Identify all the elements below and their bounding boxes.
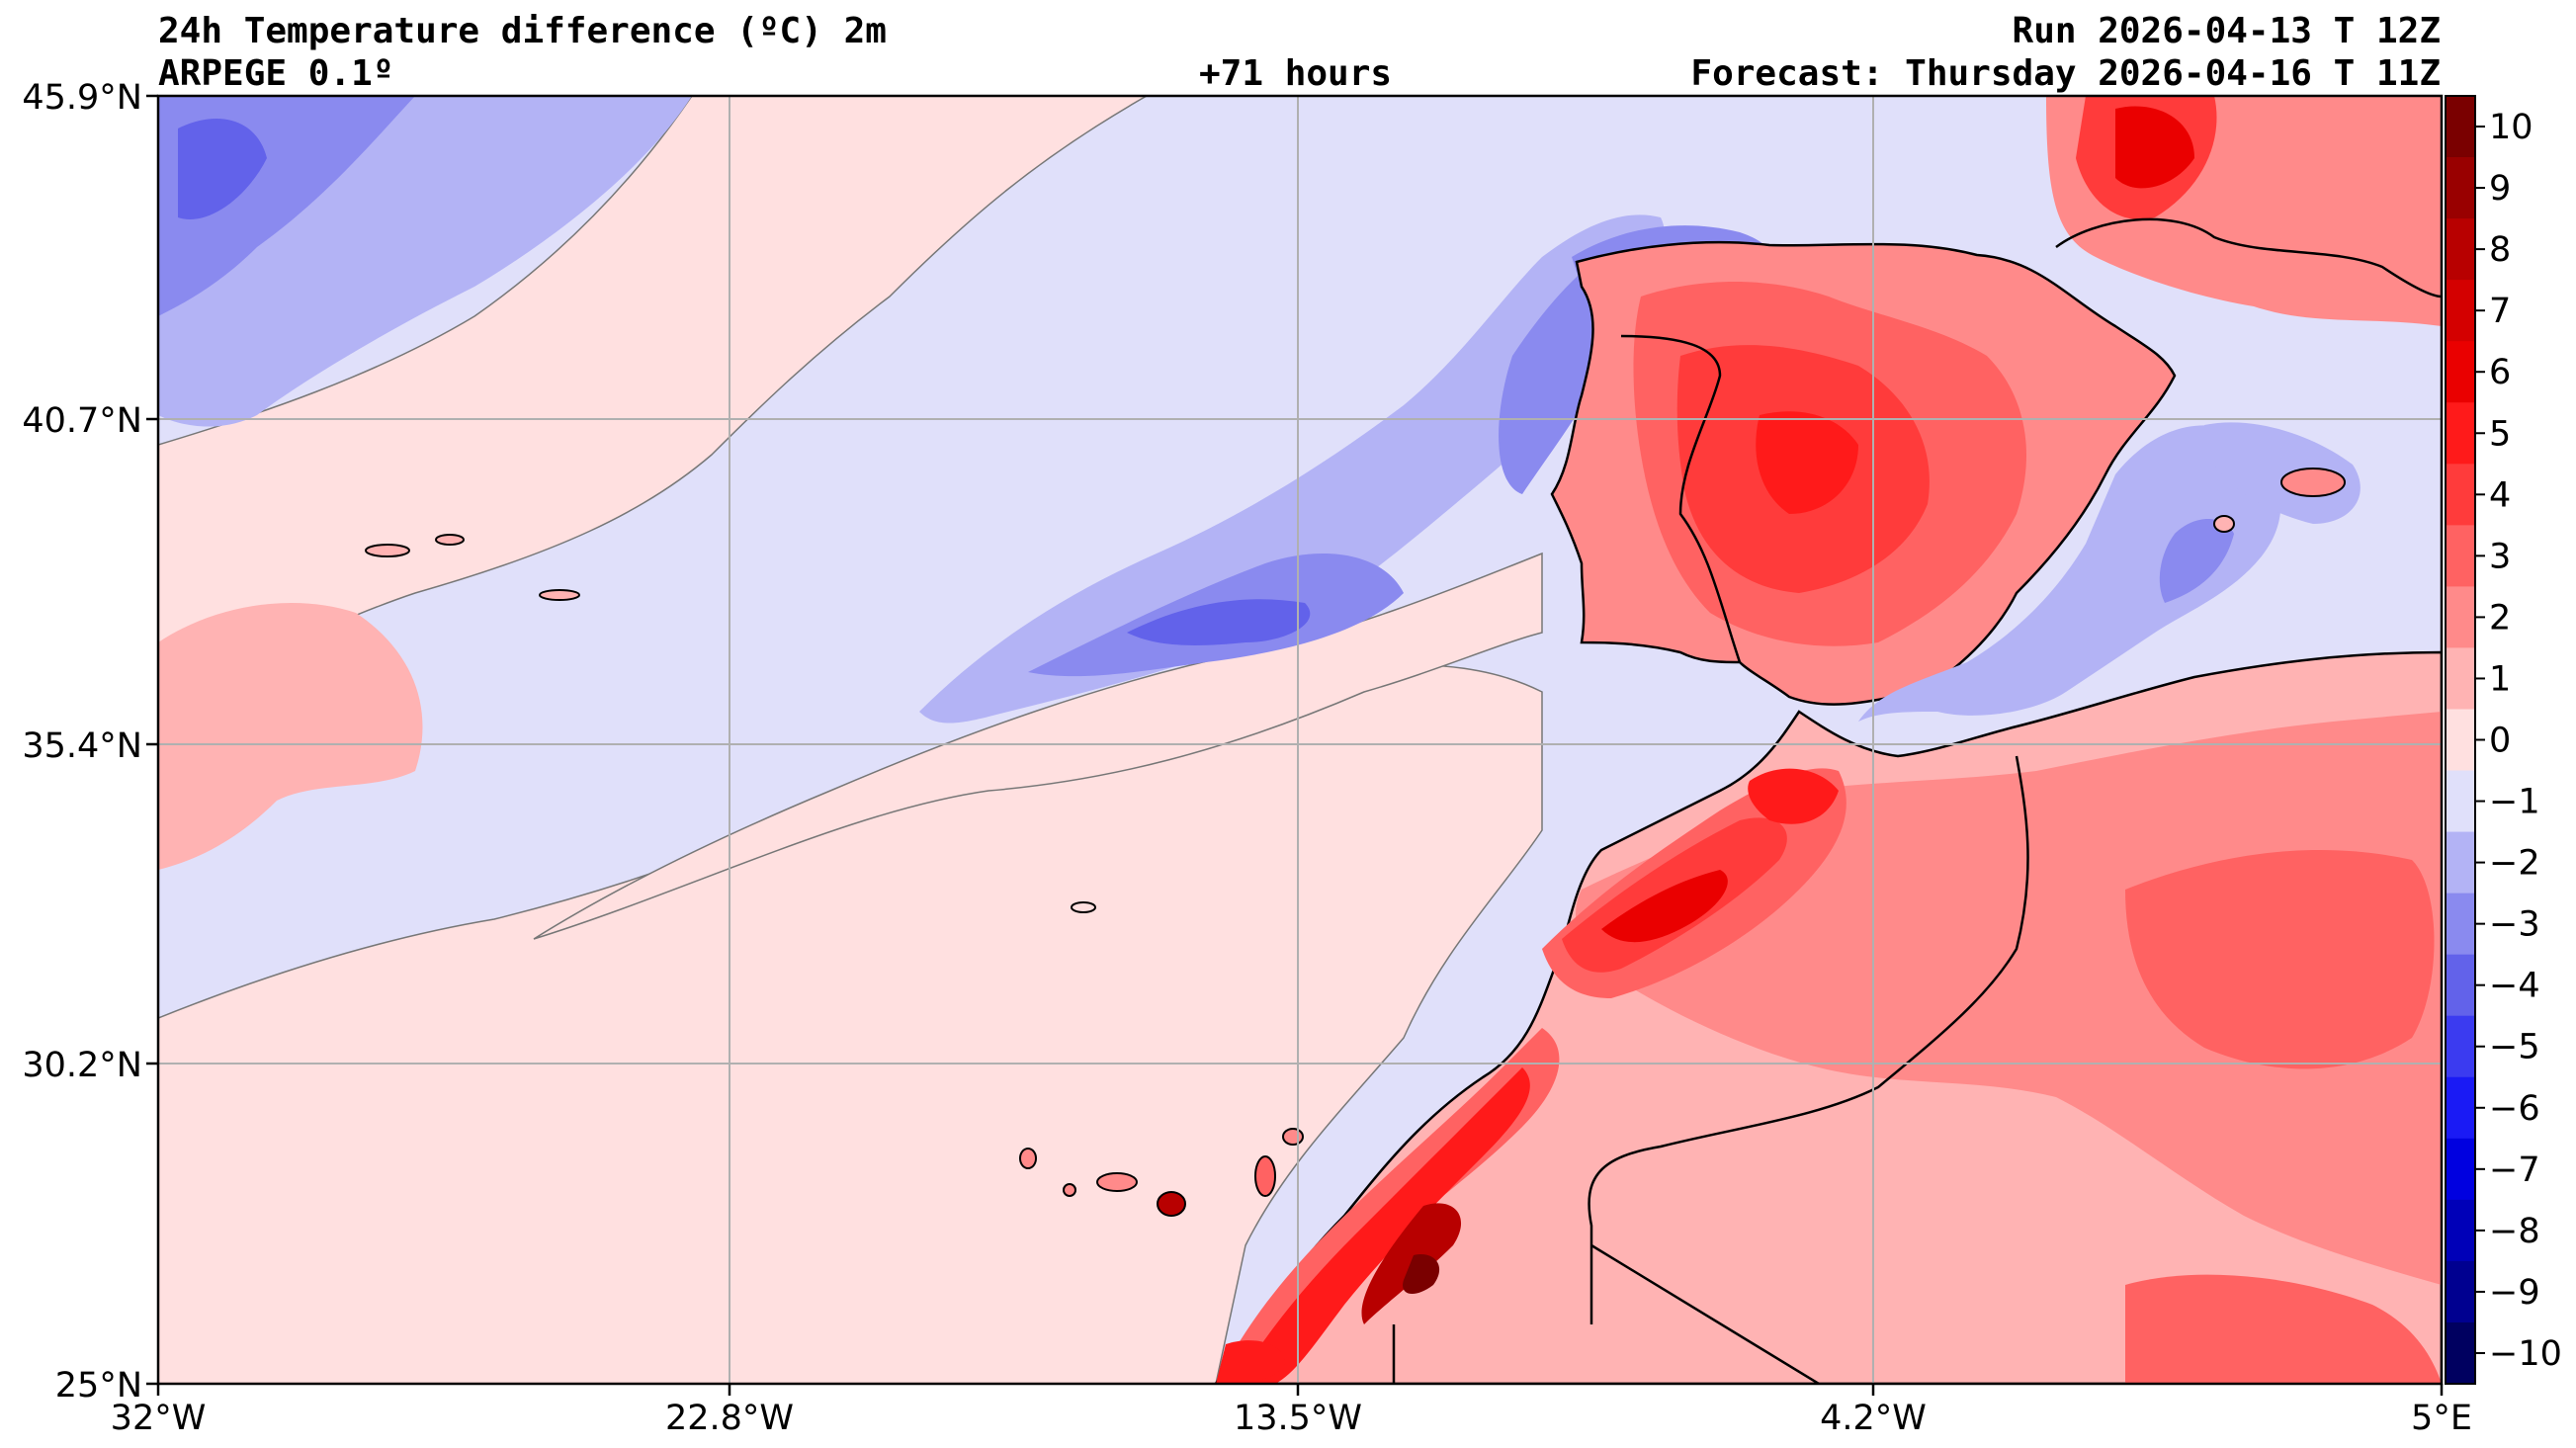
chart-title: 24h Temperature difference (ºC) 2m [158,11,887,51]
lon-label-3: 13.5°W [1234,1399,1362,1438]
lat-label-5: 25°N [55,1366,142,1405]
colorbar-label: 10 [2489,108,2533,147]
colorbar-segment [2446,1321,2475,1385]
colorbar-segment [2446,893,2475,956]
colorbar-segment [2446,1199,2475,1262]
lon-label-1: 32°W [111,1399,207,1438]
colorbar-segment [2446,1015,2475,1078]
colorbar-label: −8 [2489,1212,2540,1251]
colorbar-segment [2446,1076,2475,1140]
colorbar-segment [2446,1138,2475,1201]
colorbar-segment [2446,954,2475,1017]
colorbar-label: 6 [2489,353,2511,392]
colorbar-label: 2 [2489,598,2511,638]
lead-time-label: +71 hours [1199,53,1393,94]
lat-label-2: 40.7°N [22,401,142,441]
colorbar-label: 9 [2489,169,2511,209]
forecast-label: Forecast: Thursday 2026-04-16 T 11Z [1690,53,2441,94]
map-field [158,96,2442,1384]
colorbar-segment [2446,1260,2475,1323]
colorbar-label: 3 [2489,537,2511,576]
lon-label-2: 22.8°W [665,1399,794,1438]
colorbar-label: −2 [2489,844,2540,884]
colorbar-segment [2446,770,2475,833]
colorbar-label: 7 [2489,292,2511,331]
colorbar-label: −1 [2489,783,2540,822]
colorbar-segment [2446,647,2475,710]
colorbar-segment [2446,402,2475,465]
colorbar-label: −4 [2489,967,2540,1006]
lat-label-1: 45.9°N [22,78,142,118]
run-label: Run 2026-04-13 T 12Z [2012,11,2441,51]
map-frame [156,94,2444,1386]
colorbar-segment [2446,280,2475,342]
lon-label-5: 5°E [2411,1399,2472,1438]
colorbar-label: −10 [2489,1334,2562,1374]
colorbar-label: 1 [2489,659,2511,699]
colorbar-segment [2446,831,2475,894]
colorbar-label: −7 [2489,1150,2540,1190]
colorbar-segment [2446,586,2475,648]
colorbar-label: 0 [2489,722,2511,761]
colorbar-label: 5 [2489,414,2511,454]
colorbar-segment [2446,218,2475,281]
lat-label-4: 30.2°N [22,1046,142,1085]
colorbar-segment [2446,464,2475,526]
colorbar-label: 4 [2489,475,2511,515]
colorbar-label: −9 [2489,1273,2540,1313]
colorbar-label: −3 [2489,905,2540,945]
model-label: ARPEGE 0.1º [158,53,394,94]
colorbar-segment [2446,96,2475,158]
colorbar-segment [2446,525,2475,587]
colorbar-label: 8 [2489,230,2511,270]
colorbar-segment [2446,341,2475,403]
colorbar-segment [2446,157,2475,219]
lon-label-4: 4.2°W [1820,1399,1927,1438]
colorbar-label: −5 [2489,1028,2540,1067]
colorbar-segment [2446,709,2475,772]
lat-label-3: 35.4°N [22,726,142,766]
colorbar-label: −6 [2489,1089,2540,1129]
